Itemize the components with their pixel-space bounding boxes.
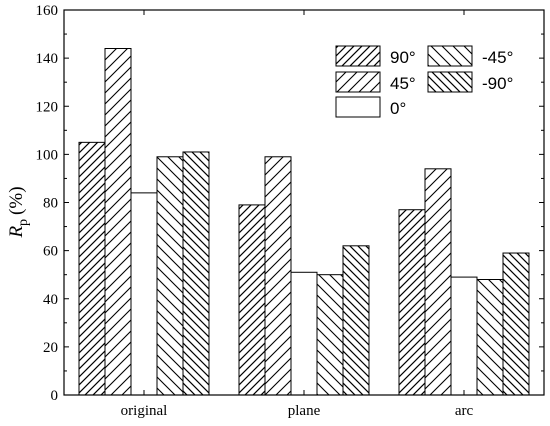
y-tick-label-60: 60 (43, 244, 58, 260)
bar-original-series-4 (182, 151, 210, 396)
bars-layer (78, 48, 530, 396)
y-axis-label-unit: (%) (6, 186, 27, 214)
y-tick-label-20: 20 (43, 340, 58, 356)
bar-original-series-3 (156, 156, 184, 396)
y-tick-label-120: 120 (36, 99, 59, 115)
y-axis-label-main: R (6, 226, 27, 239)
legend-swatch-4 (427, 71, 473, 93)
bar-original-series-2 (130, 192, 158, 396)
y-tick-label-40: 40 (43, 292, 58, 308)
bar-plane-series-0 (238, 204, 266, 396)
y-axis-label-sub: p (16, 219, 31, 226)
y-tick-label-80: 80 (43, 196, 58, 212)
legend-label-2: 0° (390, 99, 406, 118)
y-tick-label-100: 100 (36, 147, 59, 163)
bar-arc-series-3 (476, 279, 504, 396)
bar-original-series-0 (78, 141, 106, 396)
y-tick-label-0: 0 (51, 388, 59, 404)
legend: 90° 45° 0° -45° -90° (335, 45, 513, 118)
bar-plane-series-2 (290, 271, 318, 396)
bar-plane-series-1 (264, 156, 292, 396)
legend-label-3: -45° (482, 48, 513, 67)
bar-plane-series-4 (342, 245, 370, 396)
bar-arc-series-2 (450, 276, 478, 396)
legend-swatch-0 (335, 45, 381, 67)
y-tick-label-160: 160 (36, 3, 59, 19)
legend-swatch-3 (427, 45, 473, 67)
y-tick-label-140: 140 (36, 51, 59, 67)
legend-swatch-1 (335, 71, 381, 93)
x-tick-label-original: original (121, 403, 168, 419)
bar-plane-series-3 (316, 274, 344, 396)
legend-label-4: -90° (482, 74, 513, 93)
legend-label-1: 45° (390, 74, 416, 93)
bar-arc-series-0 (398, 209, 426, 396)
bar-arc-series-4 (502, 252, 530, 396)
legend-swatch-2 (335, 96, 381, 118)
bar-arc-series-1 (424, 168, 452, 396)
x-tick-label-plane: plane (288, 403, 321, 419)
bar-original-series-1 (104, 48, 132, 396)
legend-label-0: 90° (390, 48, 416, 67)
x-tick-label-arc: arc (455, 403, 474, 419)
y-axis-label: Rp (%) (6, 186, 31, 238)
axes-layer: 0 20 40 60 80 100 120 140 160 original plane arc (36, 3, 545, 419)
